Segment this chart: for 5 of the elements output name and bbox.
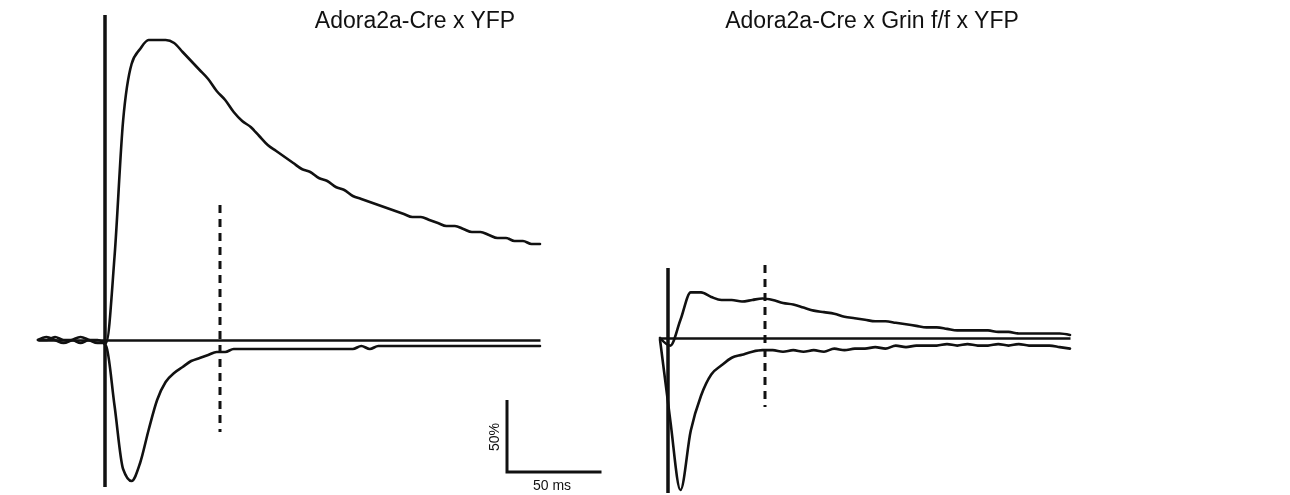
annotation: 50 ms	[532, 477, 572, 493]
annotation: 50%	[486, 422, 502, 452]
chart-title: Adora2a-Cre x YFP	[314, 7, 516, 33]
chart-title: Adora2a-Cre x Grin f/f x YFP	[725, 7, 1019, 33]
scale-ruler: 50% 50 ms	[486, 400, 602, 493]
